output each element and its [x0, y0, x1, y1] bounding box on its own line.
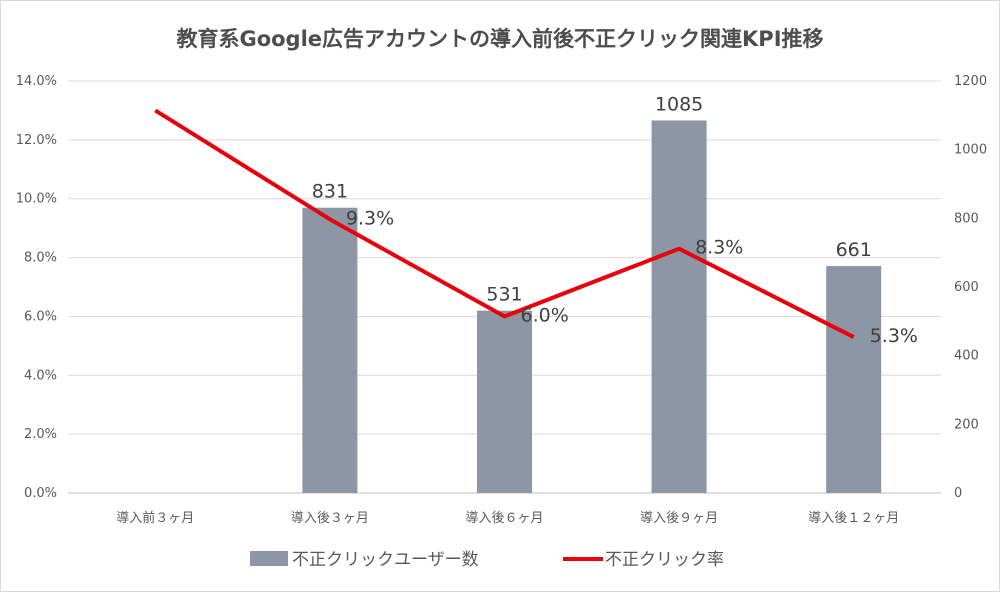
category-axis: 導入前３ヶ月 導入後３ヶ月 導入後６ヶ月 導入後９ヶ月 導入後１２ヶ月 [116, 510, 899, 526]
category-label: 導入後９ヶ月 [640, 511, 718, 526]
bar-value-label: 831 [312, 181, 348, 203]
bar-value-label: 1085 [655, 93, 703, 115]
bar-1 [302, 207, 358, 493]
right-tick-label: 600 [954, 280, 979, 295]
left-tick-label: 2.0% [24, 427, 57, 442]
bar-2 [477, 310, 532, 493]
bar-series [302, 120, 882, 493]
legend-bar-label: 不正クリックユーザー数 [292, 550, 479, 570]
left-tick-label: 10.0% [16, 192, 57, 207]
legend-bar-swatch [250, 551, 288, 566]
left-axis: 0.0% 2.0% 4.0% 6.0% 8.0% 10.0% 12.0% 14.0% [16, 74, 57, 501]
bar-value-label: 531 [486, 284, 522, 306]
left-tick-label: 8.0% [24, 251, 57, 266]
right-tick-label: 400 [954, 349, 979, 364]
category-label: 導入後１２ヶ月 [808, 511, 899, 526]
category-label: 導入前３ヶ月 [116, 510, 194, 526]
left-tick-label: 0.0% [24, 486, 57, 501]
rate-line [154, 108, 855, 339]
legend-line-label: 不正クリック率 [605, 550, 724, 570]
right-axis: 0 200 400 600 800 1000 1200 [954, 74, 987, 501]
right-tick-label: 200 [954, 417, 979, 432]
category-label: 導入後６ヶ月 [465, 511, 543, 526]
rate-value-label: 6.0% [521, 304, 569, 326]
rate-value-label: 5.3% [870, 325, 918, 347]
bar-4 [826, 266, 882, 493]
right-tick-label: 0 [954, 486, 962, 501]
category-label: 導入後３ヶ月 [291, 511, 369, 526]
legend: 不正クリックユーザー数 不正クリック率 [250, 550, 724, 570]
left-tick-label: 14.0% [16, 74, 57, 89]
right-tick-label: 1000 [954, 143, 987, 158]
left-tick-label: 6.0% [24, 309, 57, 324]
right-tick-label: 1200 [954, 74, 987, 89]
rate-value-label: 8.3% [695, 237, 743, 259]
left-tick-label: 12.0% [16, 133, 57, 148]
bar-value-label: 661 [836, 239, 872, 261]
data-labels: 831 531 1085 661 9.3% 6.0% 8.3% 5.3% [312, 93, 918, 347]
rate-value-label: 9.3% [346, 207, 394, 229]
bar-3 [651, 120, 707, 493]
right-tick-label: 800 [954, 211, 979, 226]
line-series [154, 108, 855, 339]
left-tick-label: 4.0% [24, 368, 57, 383]
chart-title: 教育系Google広告アカウントの導入前後不正クリック関連KPI推移 [176, 27, 823, 51]
